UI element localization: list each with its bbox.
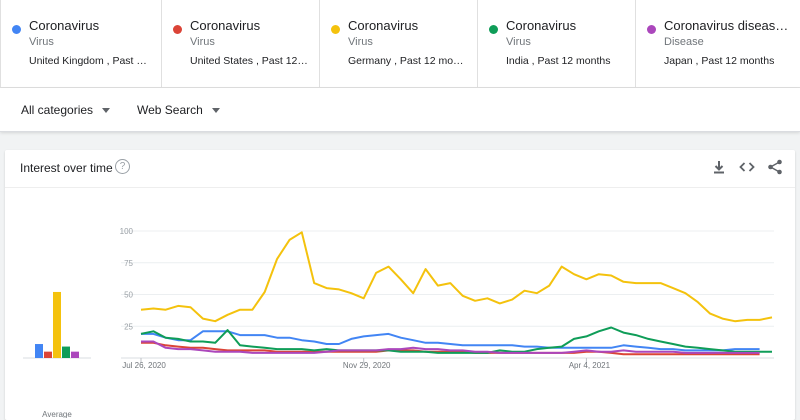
average-bars — [23, 291, 91, 359]
term-color-dot — [331, 25, 340, 34]
y-tick-label: 50 — [124, 291, 133, 300]
filter-bar: All categories Web Search — [0, 88, 800, 132]
term-color-dot — [489, 25, 498, 34]
term-type: Disease — [664, 36, 704, 48]
download-icon[interactable] — [710, 158, 728, 176]
y-tick-label: 25 — [124, 322, 133, 331]
category-dropdown[interactable]: All categories — [21, 103, 111, 117]
term-location: United Kingdom , Past … — [29, 55, 147, 67]
series-line — [140, 326, 772, 354]
term-location: United States , Past 12… — [190, 55, 308, 67]
help-icon[interactable]: ? — [115, 159, 130, 174]
card-divider — [5, 187, 795, 188]
term-card-2[interactable]: Coronavirus Virus United States , Past 1… — [162, 0, 320, 88]
term-type: Virus — [506, 36, 531, 48]
series-line — [141, 341, 760, 356]
term-type: Virus — [348, 36, 373, 48]
term-location: India , Past 12 months — [506, 55, 611, 67]
term-card-1[interactable]: Coronavirus Virus United Kingdom , Past … — [0, 0, 162, 88]
search-type-dropdown-label: Web Search — [137, 103, 203, 117]
series-line — [141, 330, 760, 352]
share-icon[interactable] — [766, 158, 784, 176]
term-name: Coronavirus diseas… — [664, 18, 789, 33]
term-name: Coronavirus — [348, 18, 419, 33]
term-name: Coronavirus — [506, 18, 577, 33]
x-tick-label: Nov 29, 2020 — [343, 361, 391, 370]
average-bar — [62, 346, 70, 358]
x-tick-label: Apr 4, 2021 — [569, 361, 611, 370]
average-bar — [35, 344, 43, 358]
y-tick-label: 100 — [120, 227, 134, 236]
term-color-dot — [647, 25, 656, 34]
category-dropdown-label: All categories — [21, 103, 94, 117]
term-card-5[interactable]: Coronavirus diseas… Disease Japan , Past… — [636, 0, 796, 88]
term-name: Coronavirus — [29, 18, 100, 33]
interest-chart: 100 75 50 25 Jul 26, 2020 Nov 29, 2020 Apr 4,… — [23, 227, 774, 418]
y-tick-label: 75 — [124, 259, 133, 268]
term-type: Virus — [29, 36, 54, 48]
embed-icon[interactable] — [738, 158, 756, 176]
term-name: Coronavirus — [190, 18, 261, 33]
term-location: Germany , Past 12 mo… — [348, 55, 464, 67]
series-line — [140, 231, 773, 323]
average-bar — [71, 351, 79, 358]
x-axis-labels: Jul 26, 2020 Nov 29, 2020 Apr 4, 2021 — [122, 358, 611, 370]
interest-over-time-card: Interest over time ? 100 75 50 25 Jul 26, 2… — [5, 150, 795, 420]
chart-grid: 100 75 50 25 — [120, 227, 774, 359]
chevron-down-icon — [211, 107, 220, 113]
term-location: Japan , Past 12 months — [664, 55, 775, 67]
comparison-terms-bar: Coronavirus Virus United Kingdom , Past … — [0, 0, 800, 88]
term-card-4[interactable]: Coronavirus Virus India , Past 12 months — [478, 0, 636, 88]
term-color-dot — [173, 25, 182, 34]
average-bar — [53, 291, 61, 358]
series-line — [141, 340, 760, 354]
term-color-dot — [12, 25, 21, 34]
x-tick-label: Jul 26, 2020 — [122, 361, 166, 370]
term-type: Virus — [190, 36, 215, 48]
average-label: Average — [42, 410, 72, 418]
term-card-3[interactable]: Coronavirus Virus Germany , Past 12 mo… — [320, 0, 478, 88]
card-title: Interest over time — [20, 161, 113, 175]
average-bar — [44, 351, 52, 358]
chevron-down-icon — [102, 107, 111, 113]
chart-lines — [140, 231, 773, 356]
search-type-dropdown[interactable]: Web Search — [137, 103, 220, 117]
